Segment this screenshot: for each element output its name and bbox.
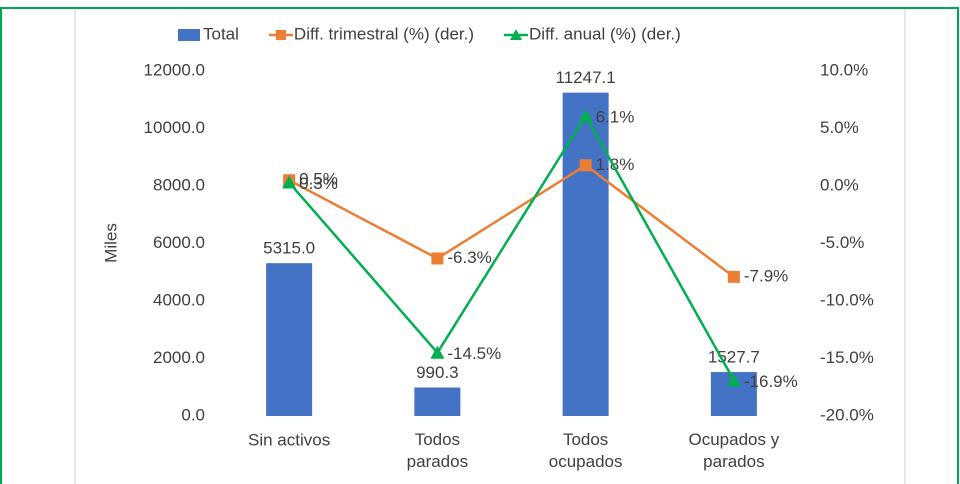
legend-marker [275,30,286,40]
data-label: 5315.0 [263,239,315,258]
legend-label: Diff. trimestral (%) (der.) [294,24,474,43]
line [288,113,735,381]
y2-tick-label: -5.0% [820,233,864,252]
data-label: -16.9% [744,372,798,391]
data-label: 1.8% [596,155,635,174]
y-axis-title: Miles [101,223,120,263]
data-label: 990.3 [416,363,459,382]
x-tick-label: Todos ocupados [549,430,623,471]
data-label: -7.9% [744,266,788,285]
bar [266,263,313,416]
y-tick-label: 12000.0 [144,60,205,79]
y-tick-label: 8000.0 [153,175,205,194]
y2-tick-label: -20.0% [820,405,874,424]
line [288,163,735,278]
x-tick-label: Sin activos [248,430,330,449]
data-label: 1527.7 [708,348,760,367]
line-marker [578,108,593,122]
legend-label: Total [203,24,239,43]
y-tick-label: 0.0 [181,405,205,424]
y2-tick-label: 10.0% [820,60,868,79]
line-marker [431,252,444,265]
frame [0,7,959,484]
y-tick-label: 10000.0 [144,118,205,137]
line-marker [727,270,740,283]
data-label: -14.5% [447,344,501,363]
bar [562,92,609,416]
y-tick-label: 2000.0 [153,348,205,367]
y2-tick-label: 0.0% [820,175,859,194]
x-tick-label: Ocupados y parados [689,430,780,471]
data-label: 11247.1 [556,68,616,87]
y2-tick-label: -10.0% [820,290,874,309]
y2-tick-label: -15.0% [820,348,874,367]
line-marker [726,373,741,387]
legend-swatch [178,29,200,41]
data-label: 0.5% [299,170,338,189]
line-marker [282,175,297,189]
legend-label: Diff. anual (%) (der.) [529,24,681,43]
line-marker [430,345,445,359]
line-marker [579,159,592,172]
bar [414,387,461,416]
data-label: 0.3% [299,174,338,193]
y-tick-label: 6000.0 [153,233,205,252]
x-tick-label: Todos parados [407,430,468,471]
y-tick-label: 4000.0 [153,290,205,309]
data-label: 6.1% [596,107,635,126]
legend-marker [510,29,523,40]
data-label: -6.3% [447,248,491,267]
y2-tick-label: 5.0% [820,118,859,137]
